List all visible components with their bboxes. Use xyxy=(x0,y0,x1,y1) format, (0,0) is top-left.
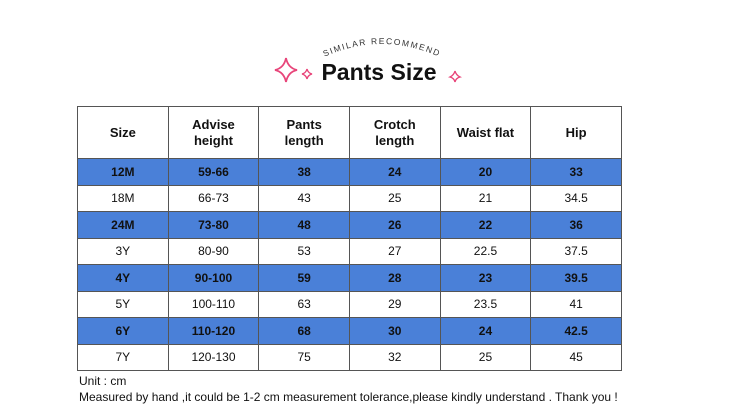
table-cell: 63 xyxy=(258,290,350,318)
table-cell: 80-90 xyxy=(167,237,260,265)
header-row: Size Advise height Pants length Crotch leng… xyxy=(77,106,622,159)
table-cell: 66-73 xyxy=(167,184,260,212)
table-cell: 4Y xyxy=(77,264,169,292)
table-row: 4Y 90-100 59 28 23 39.5 xyxy=(77,264,622,292)
table-row: 6Y 110-120 68 30 24 42.5 xyxy=(77,317,622,345)
table-cell: 34.5 xyxy=(530,184,622,212)
unit-note: Unit : cm xyxy=(79,374,127,388)
table-cell: 20 xyxy=(439,158,532,186)
table-cell: 18M xyxy=(77,184,169,212)
table-cell: 53 xyxy=(258,237,350,265)
header-cell: Advise height xyxy=(167,106,260,159)
table-cell: 23 xyxy=(439,264,532,292)
table-cell: 100-110 xyxy=(167,290,260,318)
header-text: Pants length xyxy=(284,116,324,148)
table-cell: 5Y xyxy=(77,290,169,318)
table-cell: 23.5 xyxy=(439,290,532,318)
header-text: Hip xyxy=(565,124,587,140)
table-cell: 7Y xyxy=(77,343,169,371)
tolerance-note: Measured by hand ,it could be 1-2 cm mea… xyxy=(79,390,618,404)
table-cell: 24M xyxy=(77,211,169,239)
header-cell: Pants length xyxy=(258,106,350,159)
table-cell: 59-66 xyxy=(167,158,260,186)
subtitle-text: SIMILAR RECOMMEND xyxy=(321,36,441,59)
sparkle xyxy=(301,68,313,80)
sparkle xyxy=(274,57,298,83)
table-cell: 22 xyxy=(439,211,532,239)
header: SIMILAR RECOMMEND Pants Size xyxy=(274,36,463,85)
header-text: Crotch length xyxy=(373,116,416,148)
table-cell: 24 xyxy=(348,158,441,186)
table-cell: 39.5 xyxy=(530,264,622,292)
table-cell: 22.5 xyxy=(439,237,532,265)
table-row: 12M 59-66 38 24 20 33 xyxy=(77,158,622,186)
table-cell: 90-100 xyxy=(167,264,260,292)
table-row: 7Y 120-130 75 32 25 45 xyxy=(77,343,622,371)
header-cell: Waist flat xyxy=(439,106,532,159)
table-cell: 36 xyxy=(530,211,622,239)
table-cell: 73-80 xyxy=(167,211,260,239)
sparkle xyxy=(447,70,463,83)
table-row: 24M 73-80 48 26 22 36 xyxy=(77,211,622,239)
table-cell: 45 xyxy=(530,343,622,371)
header-text: Advise height xyxy=(192,116,235,148)
table-cell: 28 xyxy=(348,264,441,292)
table-cell: 59 xyxy=(258,264,350,292)
table-cell: 21 xyxy=(439,184,532,212)
table-cell: 110-120 xyxy=(167,317,260,345)
table-cell: 24 xyxy=(439,317,532,345)
table-cell: 26 xyxy=(348,211,441,239)
table-cell: 48 xyxy=(258,211,350,239)
table-cell: 6Y xyxy=(77,317,169,345)
table-row: 5Y 100-110 63 29 23.5 41 xyxy=(77,290,622,318)
header-text: Waist flat xyxy=(456,124,515,140)
table-cell: 75 xyxy=(258,343,350,371)
table-row: 3Y 80-90 53 27 22.5 37.5 xyxy=(77,237,622,265)
table-cell: 12M xyxy=(77,158,169,186)
table-cell: 42.5 xyxy=(530,317,622,345)
table-cell: 120-130 xyxy=(167,343,260,371)
table-cell: 33 xyxy=(530,158,622,186)
size-table: Size Advise height Pants length Crotch leng… xyxy=(77,106,622,371)
table-cell: 3Y xyxy=(77,237,169,265)
header-cell: Hip xyxy=(530,106,622,159)
table-cell: 43 xyxy=(258,184,350,212)
table-cell: 38 xyxy=(258,158,350,186)
title: Pants Size xyxy=(321,59,436,85)
table-cell: 25 xyxy=(439,343,532,371)
subtitle: SIMILAR RECOMMEND xyxy=(321,36,442,59)
header-text: Size xyxy=(109,124,136,140)
table-row: 18M 66-73 43 25 21 34.5 xyxy=(77,184,622,212)
table-cell: 32 xyxy=(348,343,441,371)
table-cell: 25 xyxy=(348,184,441,212)
table-cell: 37.5 xyxy=(530,237,622,265)
table-cell: 41 xyxy=(530,290,622,318)
table-cell: 27 xyxy=(348,237,441,265)
table-cell: 30 xyxy=(348,317,441,345)
table-cell: 68 xyxy=(258,317,350,345)
header-cell: Crotch length xyxy=(348,106,441,159)
table-cell: 29 xyxy=(348,290,441,318)
header-cell: Size xyxy=(77,106,169,159)
